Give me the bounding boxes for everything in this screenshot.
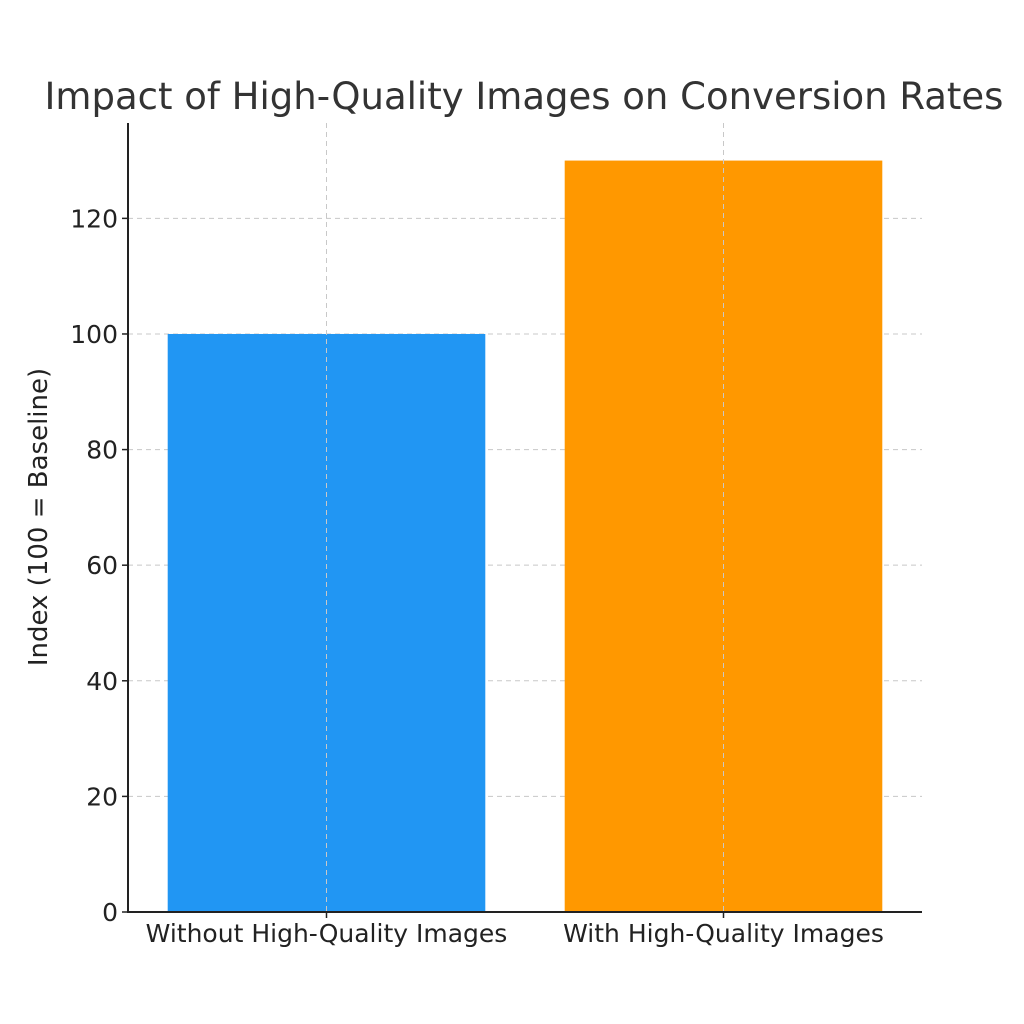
y-tick-label: 20 — [86, 782, 118, 811]
x-tick-label: With High-Quality Images — [563, 919, 884, 948]
x-tick-label: Without High-Quality Images — [146, 919, 508, 948]
y-tick-label: 60 — [86, 551, 118, 580]
axes — [127, 123, 922, 913]
x-ticks: Without High-Quality Images With High-Qua… — [146, 912, 884, 948]
y-tick-label: 120 — [70, 204, 118, 233]
y-tick-label: 100 — [70, 320, 118, 349]
y-ticks: 0 20 40 60 80 100 120 — [70, 204, 128, 927]
bars — [167, 123, 883, 913]
y-tick-label: 0 — [102, 898, 118, 927]
y-axis-label: Index (100 = Baseline) — [24, 368, 54, 666]
y-tick-label: 40 — [86, 667, 118, 696]
chart-title: Impact of High-Quality Images on Convers… — [45, 75, 1004, 118]
y-tick-label: 80 — [86, 436, 118, 465]
